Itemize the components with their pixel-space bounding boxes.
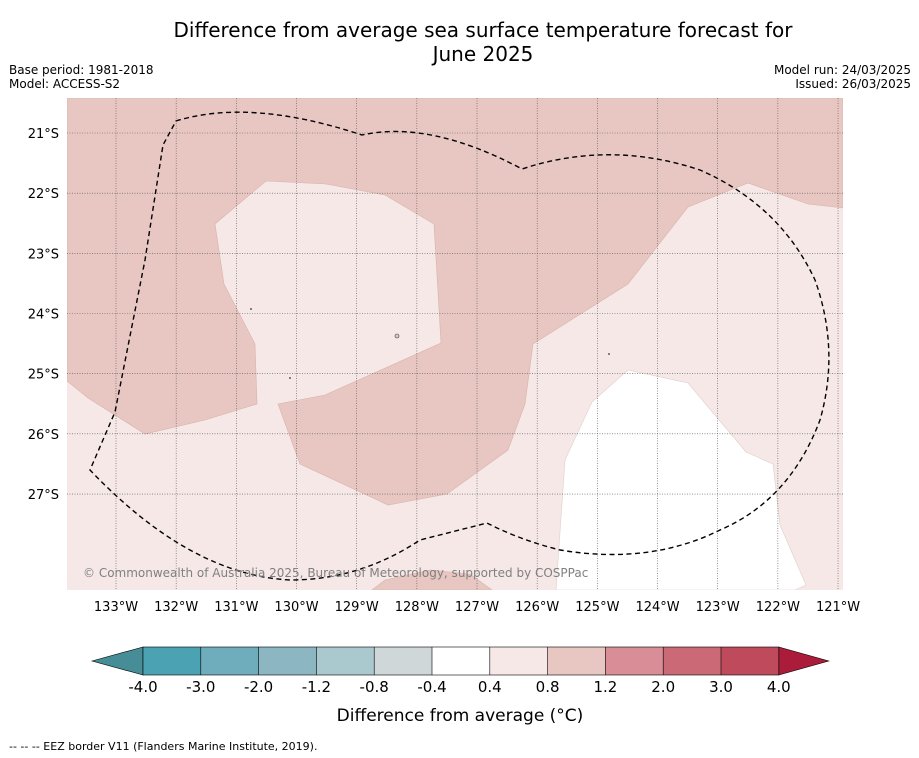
colorbar-segment — [258, 647, 317, 675]
longitude-label: 122°W — [756, 600, 800, 615]
longitude-label: 126°W — [515, 600, 559, 615]
colorbar-frame — [142, 646, 780, 676]
longitude-label: 124°W — [635, 600, 679, 615]
colorbar-tick-label: -2.0 — [244, 678, 273, 696]
longitude-label: 121°W — [816, 600, 860, 615]
colorbar-tick-label: -0.4 — [417, 678, 446, 696]
colorbar-tick-label: 3.0 — [709, 678, 733, 696]
latitude-label: 25°S — [28, 368, 59, 383]
colorbar-tick-label: 4.0 — [767, 678, 791, 696]
colorbar-tick-label: -1.2 — [302, 678, 331, 696]
colorbar-extend-low — [90, 646, 144, 676]
longitude-label: 129°W — [335, 600, 379, 615]
colorbar-label: Difference from average (°C) — [337, 706, 584, 726]
map-title: Difference from average sea surface temp… — [0, 18, 919, 66]
longitude-label: 127°W — [455, 600, 499, 615]
latitude-label: 21°S — [28, 127, 59, 142]
longitude-label: 128°W — [395, 600, 439, 615]
colorbar-tick-label: -4.0 — [128, 678, 157, 696]
latitude-label: 24°S — [28, 308, 59, 323]
colorbar-tick-label: 1.2 — [593, 678, 617, 696]
eez-border — [89, 111, 830, 581]
model-name: Model: ACCESS-S2 — [9, 77, 121, 91]
issued-date: Issued: 26/03/2025 — [795, 77, 911, 91]
gridlines — [67, 98, 843, 590]
colorbar-segment — [432, 647, 491, 675]
anomaly-band-neutral — [555, 369, 807, 590]
latitude-labels: 21°S 22°S 23°S 24°S 25°S 26°S 27°S — [28, 127, 59, 503]
longitude-label: 123°W — [696, 600, 740, 615]
speck — [289, 377, 291, 379]
longitude-label: 133°W — [94, 600, 138, 615]
longitude-label: 131°W — [214, 600, 258, 615]
speck — [394, 333, 400, 339]
longitude-labels: 133°W 132°W 131°W 130°W 129°W 128°W 127°W 126°W… — [94, 600, 860, 615]
colorbar-extend-high — [778, 646, 830, 676]
longitude-label: 125°W — [575, 600, 619, 615]
latitude-label: 26°S — [28, 428, 59, 443]
colorbar-segment — [489, 647, 548, 675]
map-panel — [67, 98, 843, 590]
anomaly-band-0-8-1-2-north — [67, 98, 843, 506]
longitude-label: 130°W — [274, 600, 318, 615]
base-period: Base period: 1981-2018 — [9, 63, 154, 77]
latitude-label: 22°S — [28, 187, 59, 202]
colorbar-tick-label: 2.0 — [651, 678, 675, 696]
colorbar — [90, 646, 830, 676]
colorbar-tick-label: -3.0 — [186, 678, 215, 696]
latitude-label: 27°S — [28, 488, 59, 503]
meta-left: Base period: 1981-2018 Model: ACCESS-S2 — [9, 63, 154, 91]
colorbar-segment — [663, 647, 722, 675]
colorbar-tick-label: 0.4 — [478, 678, 502, 696]
eez-footnote: -- -- -- EEZ border V11 (Flanders Marine… — [9, 740, 318, 753]
title-line-2: June 2025 — [432, 42, 534, 66]
speck — [608, 353, 610, 355]
colorbar-segment — [605, 647, 664, 675]
model-run: Model run: 24/03/2025 — [773, 63, 911, 77]
colorbar-segment — [316, 647, 375, 675]
colorbar-segment — [721, 647, 780, 675]
longitude-label: 132°W — [154, 600, 198, 615]
colorbar-tick-label: 0.8 — [536, 678, 560, 696]
copyright-notice: © Commonwealth of Australia 2025, Bureau… — [83, 566, 588, 580]
colorbar-segment — [374, 647, 433, 675]
colorbar-segment — [143, 647, 202, 675]
colorbar-segment — [200, 647, 259, 675]
colorbar-tick-label: -0.8 — [360, 678, 389, 696]
colorbar-segment — [547, 647, 606, 675]
speck — [250, 308, 252, 310]
title-line-1: Difference from average sea surface temp… — [173, 18, 793, 42]
latitude-label: 23°S — [28, 247, 59, 262]
colorbar-ticks: -4.0 -3.0 -2.0 -1.2 -0.8 -0.4 0.4 0.8 1.2 2.0 3.0 4… — [128, 678, 790, 696]
anomaly-band-0-8-1-2-south — [371, 569, 493, 590]
meta-right: Model run: 24/03/2025 Issued: 26/03/2025 — [774, 63, 911, 91]
